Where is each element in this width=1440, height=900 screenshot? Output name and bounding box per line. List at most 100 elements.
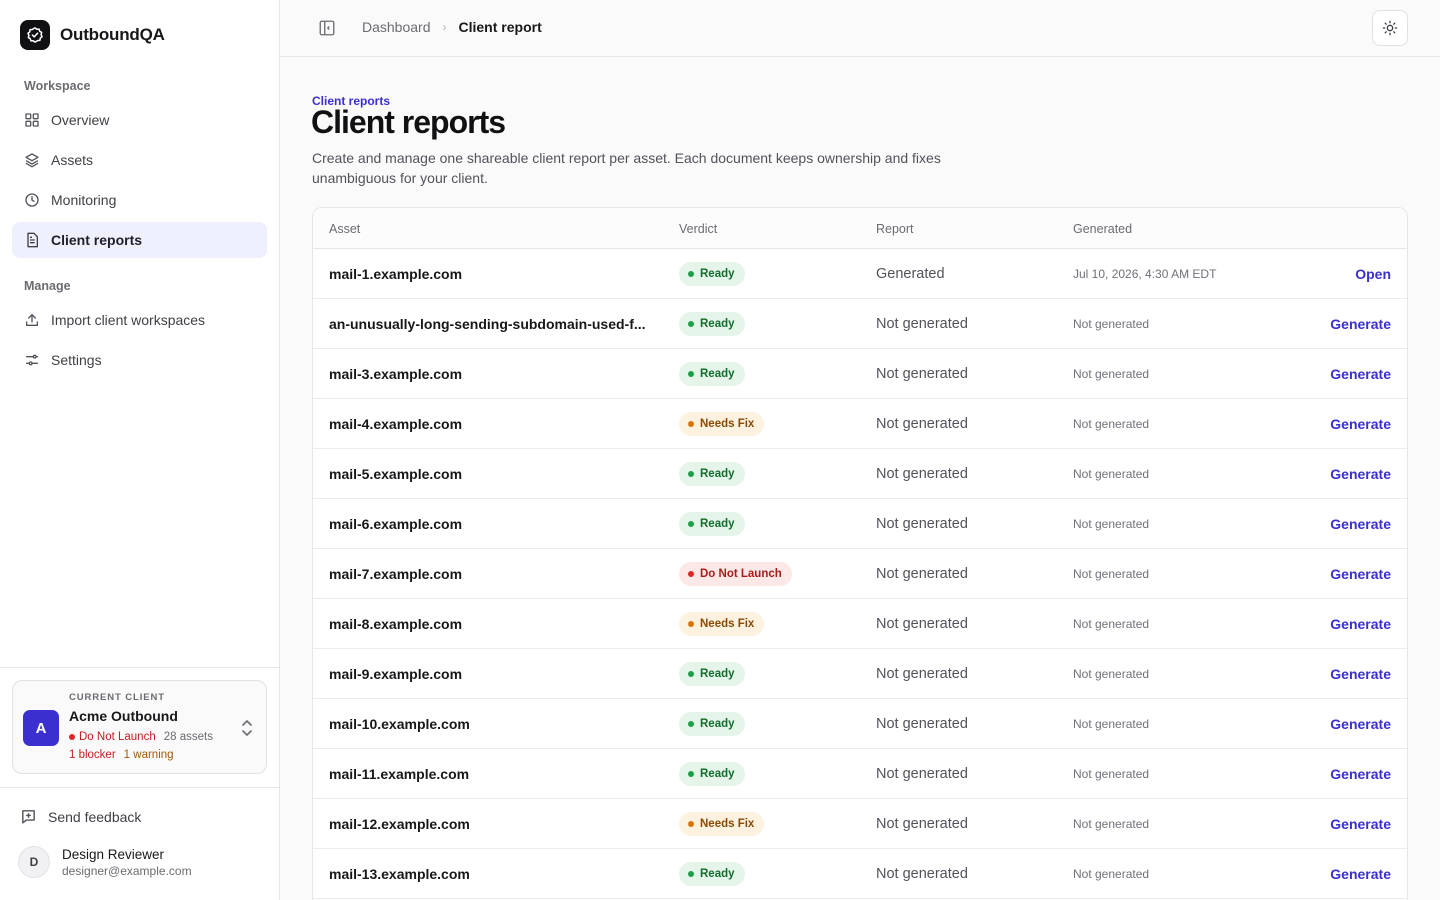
- asset-name: mail-10.example.com: [329, 716, 470, 732]
- sidebar-toggle-icon[interactable]: [318, 19, 336, 37]
- sidebar-divider: [0, 787, 280, 788]
- generated-at: Not generated: [1073, 717, 1150, 731]
- client-issue-counts: 1 blocker 1 warning: [69, 749, 174, 761]
- page-description: Create and manage one shareable client r…: [312, 150, 941, 186]
- sidebar-item-monitoring[interactable]: Monitoring: [12, 182, 267, 218]
- table-row: mail-3.example.com Ready Not generated Not …: [313, 349, 1407, 399]
- upload-icon: [26, 314, 38, 326]
- brand-logo-icon: [20, 20, 50, 50]
- feedback-icon: [22, 810, 35, 824]
- page-title: Client reports: [311, 104, 506, 140]
- report-status: Not generated: [876, 366, 968, 382]
- sidebar-item-client-reports[interactable]: Client reports: [12, 222, 267, 258]
- breadcrumb-dashboard[interactable]: Dashboard: [362, 19, 431, 35]
- status-badge-label: Ready: [700, 768, 735, 780]
- asset-name: mail-1.example.com: [329, 266, 463, 282]
- asset-name: mail-12.example.com: [329, 816, 470, 832]
- status-badge-label: Ready: [700, 368, 735, 380]
- user-menu[interactable]: D Design Reviewer designer@example.com: [18, 846, 192, 878]
- generate-report-button[interactable]: Generate: [1330, 816, 1391, 832]
- blocker-count: 1 blocker: [69, 749, 116, 761]
- status-badge-label: Needs Fix: [700, 418, 755, 430]
- send-feedback-label: Send feedback: [48, 808, 142, 825]
- report-status: Not generated: [876, 416, 968, 432]
- report-status: Not generated: [876, 516, 968, 532]
- generated-at: Jul 10, 2026, 4:30 AM EDT: [1073, 267, 1217, 281]
- theme-toggle-button[interactable]: [1372, 10, 1408, 46]
- sidebar-item-import[interactable]: Import client workspaces: [12, 302, 267, 338]
- table-row: mail-10.example.com Ready Not generated Not…: [313, 699, 1407, 749]
- status-badge-label: Ready: [700, 518, 735, 530]
- sidebar-divider: [0, 667, 280, 668]
- status-badge: Ready: [679, 462, 745, 486]
- status-badge: Ready: [679, 312, 745, 336]
- open-report-button[interactable]: Open: [1355, 266, 1391, 282]
- generate-report-button[interactable]: Generate: [1330, 516, 1391, 532]
- sidebar-item-overview[interactable]: Overview: [12, 102, 267, 138]
- report-status: Not generated: [876, 766, 968, 782]
- sidebar-item-assets[interactable]: Assets: [12, 142, 267, 178]
- generated-at: Not generated: [1073, 867, 1150, 881]
- status-dot-icon: [688, 471, 694, 477]
- status-badge: Needs Fix: [679, 812, 765, 836]
- brand[interactable]: OutboundQA: [20, 20, 165, 50]
- report-status: Not generated: [876, 666, 968, 682]
- verdict-cell: Ready: [679, 349, 745, 399]
- sidebar-item-settings[interactable]: Settings: [12, 342, 267, 378]
- asset-name: mail-3.example.com: [329, 366, 463, 382]
- asset-name: mail-7.example.com: [329, 566, 463, 582]
- column-header-report: Report: [876, 222, 914, 236]
- column-header-verdict: Verdict: [679, 222, 718, 236]
- status-dot-icon: [688, 771, 694, 777]
- generate-report-button[interactable]: Generate: [1330, 866, 1391, 882]
- chevron-up-down-icon: [242, 720, 252, 736]
- verdict-cell: Ready: [679, 449, 745, 499]
- verdict-cell: Ready: [679, 299, 745, 349]
- status-badge-label: Ready: [700, 268, 735, 280]
- table-row: mail-13.example.com Ready Not generated Not…: [313, 849, 1407, 899]
- status-badge: Ready: [679, 662, 745, 686]
- verdict-cell: Ready: [679, 749, 745, 799]
- status-badge-label: Ready: [700, 668, 735, 680]
- status-badge-label: Needs Fix: [700, 818, 755, 830]
- verdict-cell: Do Not Launch: [679, 549, 792, 599]
- status-badge: Ready: [679, 362, 745, 386]
- generate-report-button[interactable]: Generate: [1330, 316, 1391, 332]
- generate-report-button[interactable]: Generate: [1330, 766, 1391, 782]
- generate-report-button[interactable]: Generate: [1330, 666, 1391, 682]
- verdict-cell: Ready: [679, 499, 745, 549]
- sliders-icon: [26, 354, 38, 366]
- asset-name: mail-11.example.com: [329, 766, 470, 782]
- table-header: Asset Verdict Report Generated: [313, 208, 1407, 249]
- status-dot-icon: [688, 271, 694, 277]
- client-avatar: A: [23, 710, 59, 746]
- sidebar-item-label: Monitoring: [51, 192, 117, 208]
- generate-report-button[interactable]: Generate: [1330, 716, 1391, 732]
- sun-icon: [1382, 20, 1398, 36]
- table-row: mail-11.example.com Ready Not generated Not…: [313, 749, 1407, 799]
- client-reports-table: Asset Verdict Report Generated mail-1.ex…: [312, 207, 1408, 900]
- generate-report-button[interactable]: Generate: [1330, 616, 1391, 632]
- generated-at: Not generated: [1073, 817, 1150, 831]
- brand-name: OutboundQA: [60, 25, 165, 44]
- asset-name: mail-5.example.com: [329, 466, 463, 482]
- status-dot-icon: [688, 371, 694, 377]
- generate-report-button[interactable]: Generate: [1330, 416, 1391, 432]
- table-row: an-unusually-long-sending-subdomain-used…: [313, 299, 1407, 349]
- status-badge-label: Ready: [700, 468, 735, 480]
- sidebar-item-label: Overview: [51, 112, 110, 128]
- asset-name: mail-13.example.com: [329, 866, 470, 882]
- client-status: Do Not Launch 28 assets: [69, 731, 213, 743]
- generate-report-button[interactable]: Generate: [1330, 466, 1391, 482]
- generate-report-button[interactable]: Generate: [1330, 566, 1391, 582]
- current-client-switcher[interactable]: A CURRENT CLIENT Acme Outbound Do Not La…: [12, 680, 267, 774]
- status-dot-icon: [688, 871, 694, 877]
- generate-report-button[interactable]: Generate: [1330, 366, 1391, 382]
- asset-name: mail-8.example.com: [329, 616, 463, 632]
- status-dot-icon: [688, 421, 694, 427]
- table-row: mail-8.example.com Needs Fix Not generated…: [313, 599, 1407, 649]
- table-row: mail-1.example.com Ready Generated Jul 10, …: [313, 249, 1407, 299]
- send-feedback-button[interactable]: Send feedback: [20, 808, 141, 825]
- status-badge-label: Do Not Launch: [700, 568, 782, 580]
- status-badge: Ready: [679, 512, 745, 536]
